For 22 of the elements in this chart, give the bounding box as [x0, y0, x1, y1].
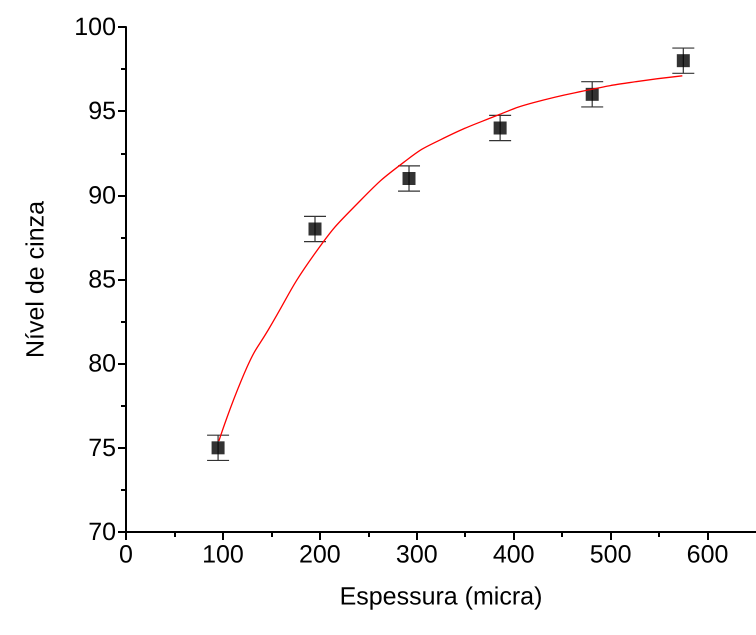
y-axis-title: Nível de cinza — [22, 200, 50, 358]
y-tick-label: 75 — [88, 434, 116, 462]
y-tick-label: 70 — [88, 518, 116, 546]
point — [676, 54, 690, 68]
point — [212, 441, 225, 454]
point — [586, 88, 599, 101]
x-tick-label: 0 — [119, 540, 133, 568]
y-tick-label: 95 — [88, 97, 116, 126]
y-tick-label: 100 — [74, 13, 116, 41]
x-tick-label: 300 — [396, 540, 438, 568]
x-tick-label: 600 — [686, 540, 728, 568]
x-tick-label: 200 — [298, 540, 341, 568]
x-tick-label: 100 — [202, 540, 244, 568]
y-tick-label: 80 — [88, 350, 116, 378]
x-tick-label: 500 — [590, 540, 632, 568]
point — [402, 172, 416, 185]
y-tick-label: 85 — [88, 266, 116, 294]
x-tick-label: 400 — [492, 540, 535, 568]
x-axis-title: Espessura (micra) — [340, 582, 542, 610]
y-tick-label: 90 — [88, 181, 116, 210]
point — [308, 222, 322, 236]
point — [494, 122, 507, 134]
